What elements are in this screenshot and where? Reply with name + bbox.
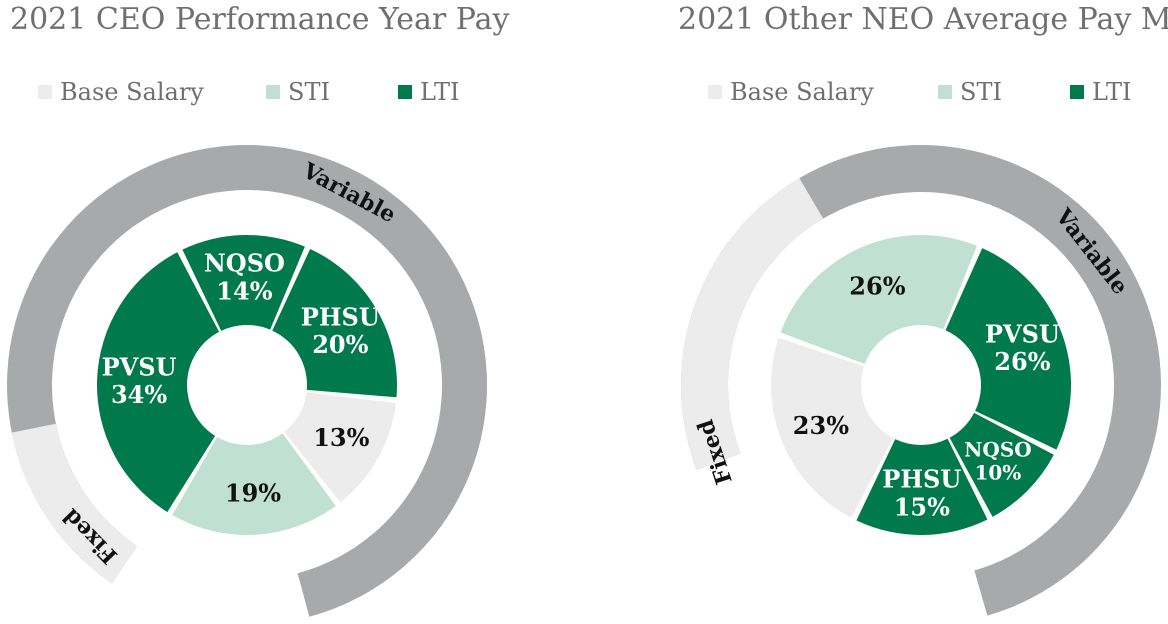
legend-label: STI [288,78,330,106]
inner-ring-segment-nqso [182,234,305,331]
inner-ring-segment-base-salary [284,392,396,503]
inner-segment-name-label: NQSO [204,249,285,278]
legend-item-sti: STI [266,78,330,106]
chart-legend: Base Salary STI LTI [584,78,1168,108]
legend-swatch [938,85,952,99]
legend-label: LTI [1092,78,1132,106]
outer-ring-segment-fixed [11,423,138,584]
inner-ring-segment-phsu [272,248,398,398]
inner-segment-name-label: PHSU [301,302,380,331]
inner-segment-value-label: 20% [312,330,368,359]
inner-segment-value-label: 26% [994,347,1050,376]
chart-legend: Base Salary STI LTI [0,78,584,108]
inner-ring-segment-base-salary [771,337,894,518]
inner-ring-segment-phsu [856,438,988,536]
inner-segment-value-label: 14% [216,276,272,305]
legend-swatch [708,85,722,99]
inner-segment-value-label: 10% [974,460,1021,484]
chart-title: 2021 Other NEO Average Pay Mix [678,2,1168,37]
legend-item-base-salary: Base Salary [38,78,204,106]
inner-segment-value-label: 15% [894,492,950,521]
inner-ring-segment-nqso [949,412,1054,517]
inner-segment-value-label: 34% [111,380,167,409]
legend-item-lti: LTI [1070,78,1131,106]
inner-segment-value-label: 13% [313,423,369,452]
inner-segment-name-label: PVSU [985,319,1060,348]
legend-swatch [266,85,280,99]
inner-segment-value-label: 23% [793,411,849,440]
legend-label: STI [960,78,1002,106]
neo-pay-chart-panel: 2021 Other NEO Average Pay Mix Base Sala… [584,0,1168,624]
inner-segment-value-label: 26% [849,272,905,301]
inner-ring-segment-pvsu [96,252,220,513]
legend-swatch [1070,85,1084,99]
outer-ring-segment-fixed [681,178,824,471]
inner-segment-name-label: PHSU [882,465,961,494]
inner-ring-segment-sti [780,234,977,364]
legend-label: LTI [420,78,460,106]
legend-swatch [398,85,412,99]
inner-ring-segment-pvsu [945,248,1072,450]
legend-item-base-salary: Base Salary [708,78,874,106]
legend-item-sti: STI [938,78,1002,106]
legend-item-lti: LTI [398,78,459,106]
legend-label: Base Salary [60,78,204,106]
inner-ring-segment-sti [172,433,336,535]
ceo-pay-chart-panel: 2021 CEO Performance Year Pay Base Salar… [0,2,584,617]
inner-segment-value-label: 19% [225,478,281,507]
inner-segment-name-label: PVSU [102,353,177,382]
legend-swatch [38,85,52,99]
legend-label: Base Salary [730,78,874,106]
chart-title: 2021 CEO Performance Year Pay [10,2,510,37]
inner-segment-name-label: NQSO [964,437,1032,461]
